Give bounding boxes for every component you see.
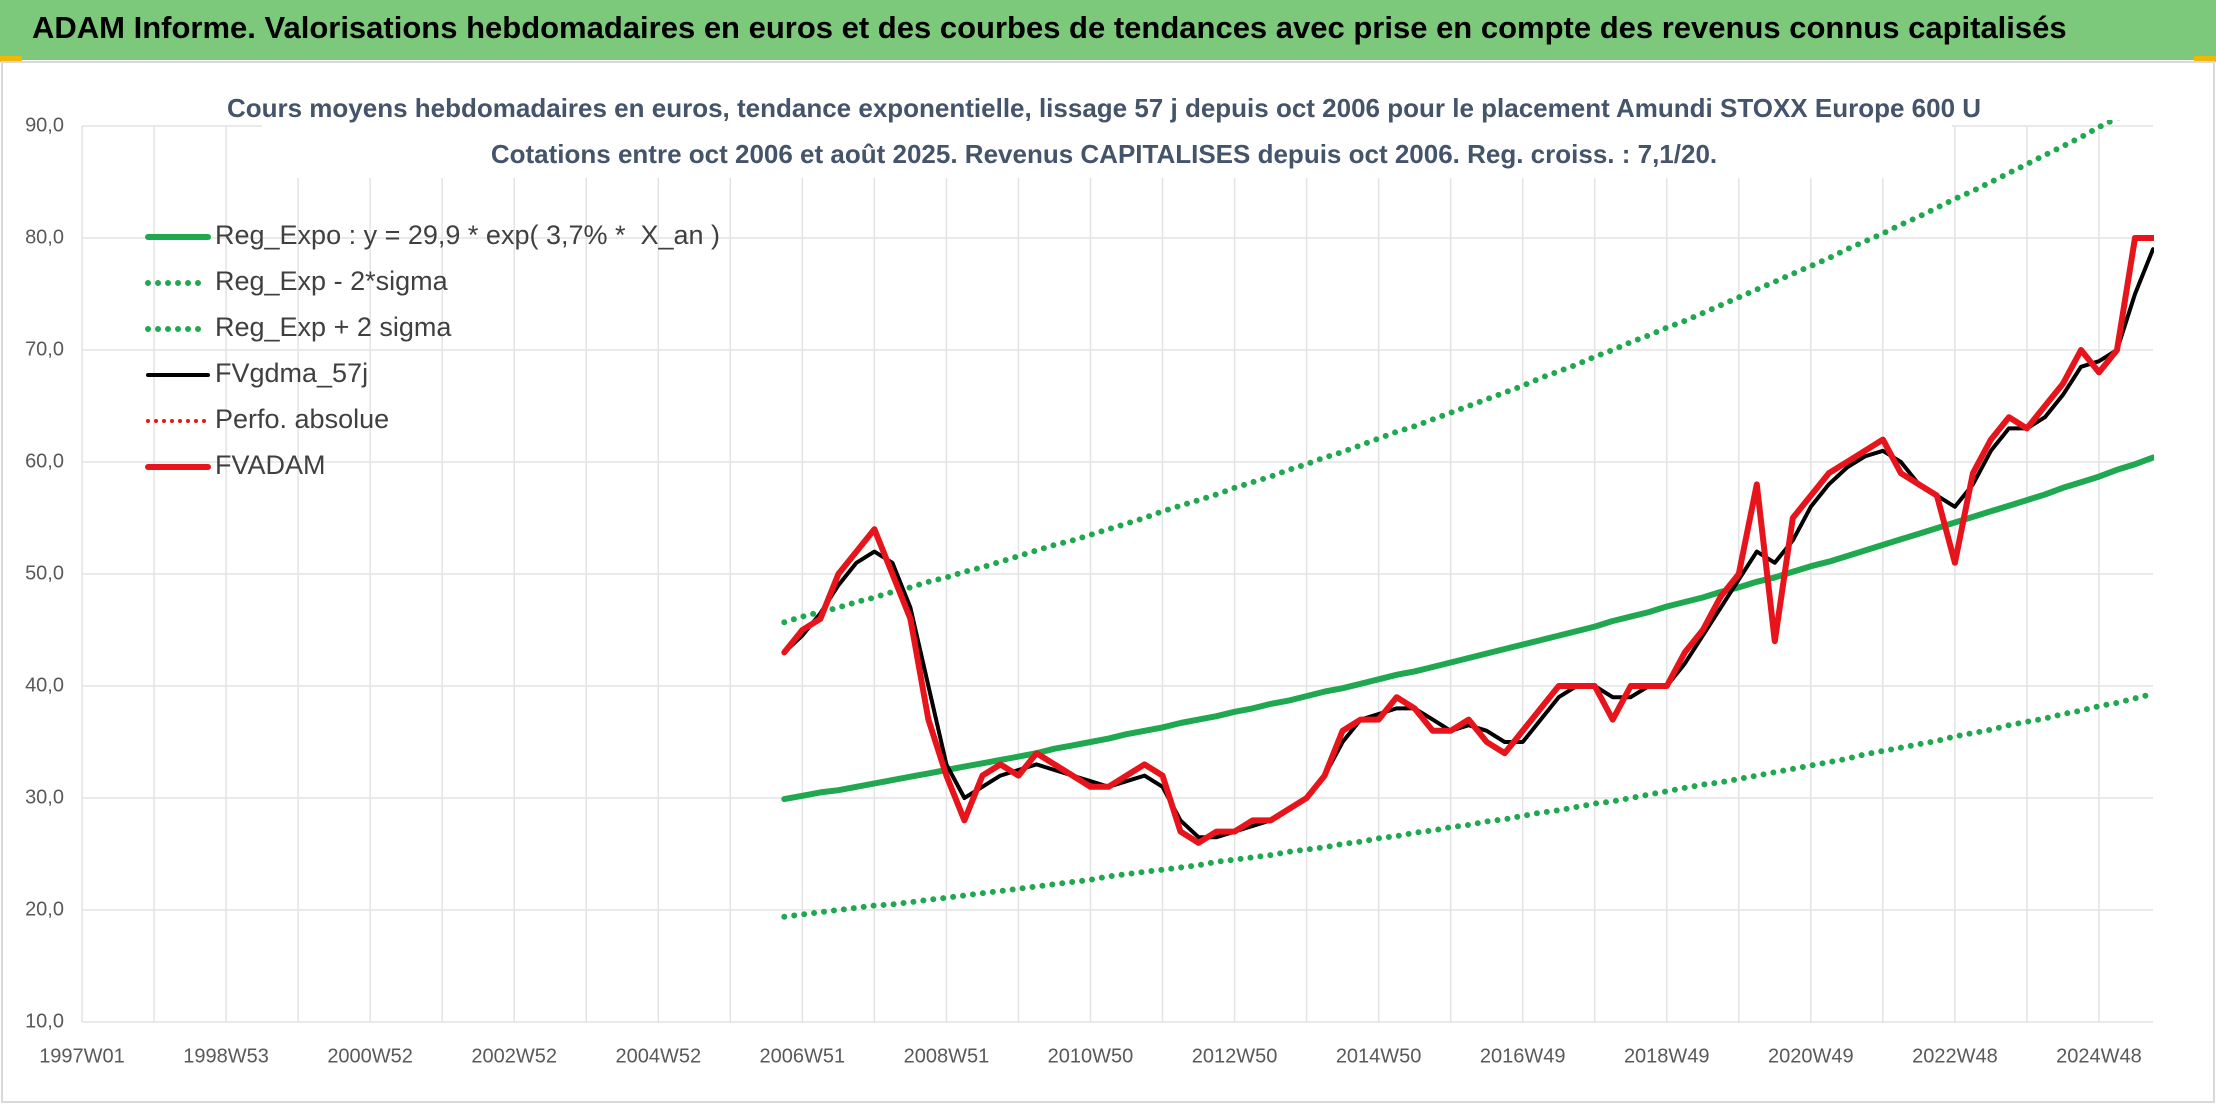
- x-tick-label: 2024W48: [2056, 1045, 2142, 1067]
- y-tick-label: 30,0: [25, 786, 64, 808]
- x-tick-label: 2012W50: [1192, 1045, 1278, 1067]
- y-tick-label: 40,0: [25, 674, 64, 696]
- legend-label: Reg_Expo : y = 29,9 * exp( 3,7% * X_an ): [215, 220, 720, 250]
- x-tick-label: 1997W01: [39, 1045, 125, 1067]
- legend-label: Perfo. absolue: [215, 404, 389, 434]
- y-tick-label: 60,0: [25, 450, 64, 472]
- x-tick-label: 2002W52: [471, 1045, 557, 1067]
- header-title: ADAM Informe. Valorisations hebdomadaire…: [32, 10, 2067, 45]
- legend: Reg_Expo : y = 29,9 * exp( 3,7% * X_an )…: [145, 220, 720, 480]
- chart-title: Cours moyens hebdomadaires en euros, ten…: [227, 93, 1981, 123]
- x-tick-label: 2000W52: [327, 1045, 413, 1067]
- y-tick-label: 80,0: [25, 226, 64, 248]
- x-tick-label: 2008W51: [904, 1045, 990, 1067]
- y-tick-label: 90,0: [25, 114, 64, 136]
- x-tick-label: 2020W49: [1768, 1045, 1854, 1067]
- x-tick-label: 2004W52: [615, 1045, 701, 1067]
- title-box: [262, 88, 1952, 178]
- x-tick-label: 2014W50: [1336, 1045, 1422, 1067]
- series-line: [781, 690, 2154, 920]
- corner-mark: [0, 56, 22, 62]
- plot: [781, 120, 2154, 920]
- corner-mark: [2194, 56, 2216, 62]
- y-tick-label: 50,0: [25, 562, 64, 584]
- legend-label: FVgdma_57j: [215, 358, 368, 388]
- legend-label: Reg_Exp + 2 sigma: [215, 312, 452, 342]
- x-tick-label: 1998W53: [183, 1045, 269, 1067]
- x-tick-label: 2018W49: [1624, 1045, 1710, 1067]
- chart-subtitle: Cotations entre oct 2006 et août 2025. R…: [491, 139, 1717, 169]
- y-tick-label: 20,0: [25, 898, 64, 920]
- y-tick-label: 70,0: [25, 338, 64, 360]
- series-line: [781, 120, 2120, 626]
- legend-label: FVADAM: [215, 450, 326, 480]
- x-tick-label: 2006W51: [760, 1045, 846, 1067]
- x-tick-label: 2016W49: [1480, 1045, 1566, 1067]
- grid: 10,0 20,0 30,0 40,0 50,0 60,0 70,0 80,0 90,0 1997…: [25, 114, 2153, 1067]
- series-line: [781, 235, 2154, 846]
- header-bar: [0, 0, 2216, 60]
- y-tick-label: 10,0: [25, 1010, 64, 1032]
- x-tick-label: 2022W48: [1912, 1045, 1998, 1067]
- series-line: [781, 454, 2154, 803]
- chart-frame: [1, 61, 2215, 1103]
- legend-label: Reg_Exp - 2*sigma: [215, 266, 449, 296]
- x-tick-label: 2010W50: [1048, 1045, 1134, 1067]
